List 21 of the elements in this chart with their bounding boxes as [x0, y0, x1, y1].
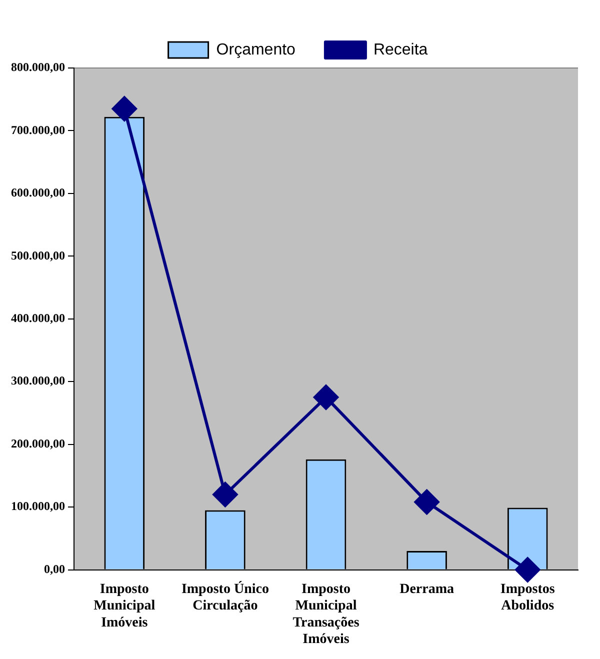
- y-tick-label: 0,00: [44, 562, 65, 576]
- y-tick-label: 300.000,00: [11, 374, 65, 388]
- x-tick-label: Imposto Municipal Imóveis: [94, 582, 156, 630]
- y-tick-label: 500.000,00: [11, 248, 65, 262]
- x-tick-label: Imposto Único Circulação: [181, 580, 269, 614]
- point: [112, 96, 137, 122]
- point: [414, 490, 440, 515]
- y-tick-label: 600.000,00: [11, 186, 65, 200]
- x-tick-label: Imposto Municipal Transações Imóveis: [292, 582, 360, 648]
- x-tick-label: Impostos Abolidos: [500, 582, 556, 614]
- x-tick-label: Derrama: [400, 582, 454, 597]
- y-tick-label: 700.000,00: [11, 122, 65, 137]
- y-tick-label: 400.000,00: [11, 310, 65, 325]
- y-tick-label: 200.000,00: [11, 436, 65, 450]
- legend-label: Orçamento: [216, 41, 296, 58]
- y-tick-label: 100.000,00: [11, 499, 65, 514]
- point: [515, 557, 540, 582]
- legend-label: Receita: [373, 41, 428, 58]
- point: [314, 384, 338, 410]
- point: [212, 482, 238, 508]
- y-tick-label: 800.000,00: [11, 60, 65, 74]
